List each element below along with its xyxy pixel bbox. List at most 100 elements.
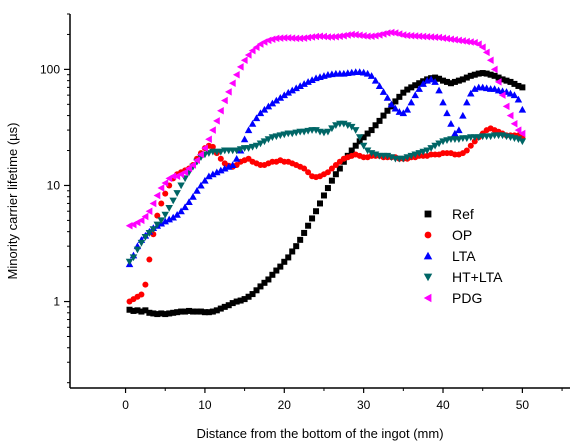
- data-point: [511, 80, 518, 87]
- data-point: [129, 254, 138, 262]
- data-point: [482, 48, 490, 57]
- data-point: [300, 34, 308, 42]
- data-point: [371, 76, 380, 84]
- data-point: [490, 65, 498, 74]
- data-point: [443, 78, 450, 85]
- data-point: [169, 213, 177, 221]
- data-point: [514, 95, 523, 103]
- data-point: [232, 70, 240, 79]
- data-point: [380, 112, 387, 119]
- data-point: [149, 199, 157, 208]
- data-point: [157, 184, 165, 192]
- data-point: [399, 155, 408, 163]
- data-point: [396, 93, 403, 100]
- data-point: [487, 71, 494, 78]
- data-point: [169, 197, 177, 205]
- data-point: [423, 147, 431, 155]
- data-point: [177, 182, 185, 190]
- data-point: [356, 138, 363, 145]
- data-point: [403, 154, 412, 162]
- data-point: [288, 86, 296, 94]
- y-axis-title: Minority carrier lifetime (µs): [5, 122, 20, 279]
- data-point: [419, 32, 427, 41]
- legend-label: OP: [452, 227, 472, 243]
- data-point: [236, 63, 244, 71]
- data-point: [252, 142, 261, 150]
- data-point: [399, 109, 408, 117]
- data-point: [364, 130, 371, 137]
- data-point: [351, 30, 359, 39]
- data-point: [332, 122, 340, 130]
- data-point: [277, 263, 284, 270]
- data-point: [372, 122, 379, 129]
- data-point: [367, 72, 376, 79]
- data-point: [427, 75, 435, 83]
- data-point: [447, 120, 455, 127]
- legend-marker: [424, 231, 432, 239]
- data-point: [304, 78, 312, 85]
- data-point: [165, 204, 173, 212]
- data-point: [209, 170, 217, 178]
- data-point: [217, 305, 224, 312]
- data-point: [201, 176, 209, 184]
- data-point: [141, 212, 149, 221]
- data-point: [272, 96, 281, 104]
- data-point: [217, 166, 225, 174]
- data-point: [436, 75, 443, 82]
- data-point: [312, 32, 320, 41]
- data-point: [162, 311, 169, 318]
- data-point: [332, 171, 339, 178]
- data-point: [232, 154, 241, 162]
- data-point: [518, 129, 526, 138]
- data-point: [478, 43, 486, 52]
- data-point: [240, 56, 248, 64]
- data-point: [384, 107, 391, 114]
- data-point: [157, 217, 166, 225]
- data-point: [400, 89, 407, 96]
- data-point: [467, 72, 474, 79]
- data-point: [432, 74, 439, 81]
- data-point: [317, 200, 323, 207]
- data-point: [459, 37, 466, 45]
- data-point: [244, 51, 252, 59]
- data-point: [407, 152, 416, 160]
- data-point: [146, 309, 153, 316]
- data-point: [324, 33, 331, 41]
- data-point: [431, 78, 439, 85]
- data-point: [125, 258, 134, 266]
- data-point: [506, 111, 514, 120]
- x-tick-label: 10: [198, 398, 212, 412]
- data-point: [451, 129, 459, 137]
- data-point: [494, 78, 502, 86]
- data-point: [269, 271, 276, 278]
- data-point: [169, 172, 177, 181]
- data-point: [256, 109, 265, 117]
- axes: [69, 14, 570, 389]
- data-point: [392, 98, 399, 105]
- data-point: [467, 142, 474, 149]
- data-point: [427, 145, 435, 152]
- data-point: [189, 192, 197, 200]
- data-point: [471, 71, 478, 78]
- x-tick-label: 20: [278, 398, 292, 412]
- data-point: [268, 99, 277, 107]
- data-point: [221, 303, 228, 310]
- data-point: [213, 117, 220, 125]
- data-point: [142, 281, 149, 288]
- data-point: [463, 37, 470, 46]
- data-point: [224, 88, 232, 96]
- data-point: [280, 34, 288, 42]
- data-point: [205, 135, 212, 144]
- data-point: [150, 310, 157, 317]
- data-point: [130, 307, 137, 314]
- data-point: [412, 82, 419, 89]
- x-tick-label: 30: [357, 398, 371, 412]
- data-point: [443, 34, 450, 43]
- legend-marker: [423, 293, 432, 303]
- data-point: [252, 114, 261, 122]
- data-point: [407, 31, 415, 40]
- data-point: [237, 297, 244, 304]
- data-point: [209, 143, 216, 150]
- data-point: [459, 76, 466, 83]
- data-point: [415, 85, 423, 92]
